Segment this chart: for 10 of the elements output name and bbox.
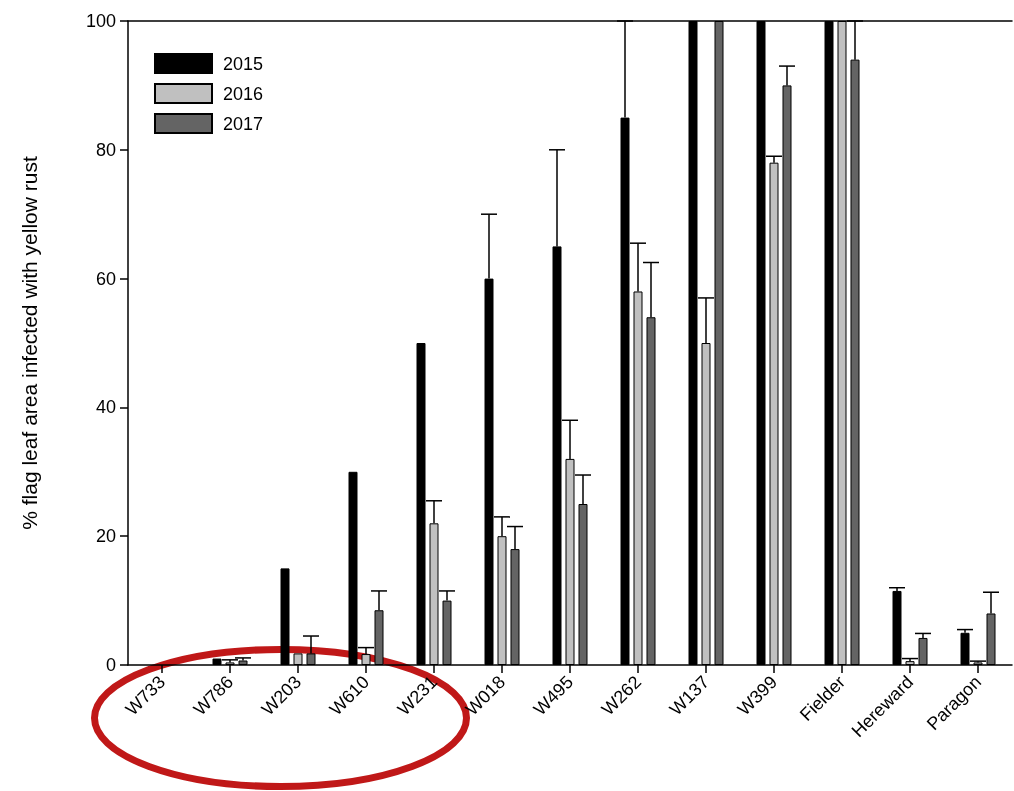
legend-label: 2015	[223, 53, 264, 74]
y-tick-label: 20	[95, 526, 116, 547]
y-tick-label: 0	[105, 655, 116, 675]
y-tick-label: 100	[85, 11, 116, 31]
legend-label: 2016	[223, 83, 264, 104]
y-tick-label: 60	[95, 268, 116, 289]
y-tick-label: 40	[95, 397, 116, 418]
legend-label: 2017	[223, 113, 264, 134]
y-tick-label: 80	[95, 139, 116, 160]
y-axis-title: % flag leaf area infected with yellow rust	[18, 156, 41, 530]
